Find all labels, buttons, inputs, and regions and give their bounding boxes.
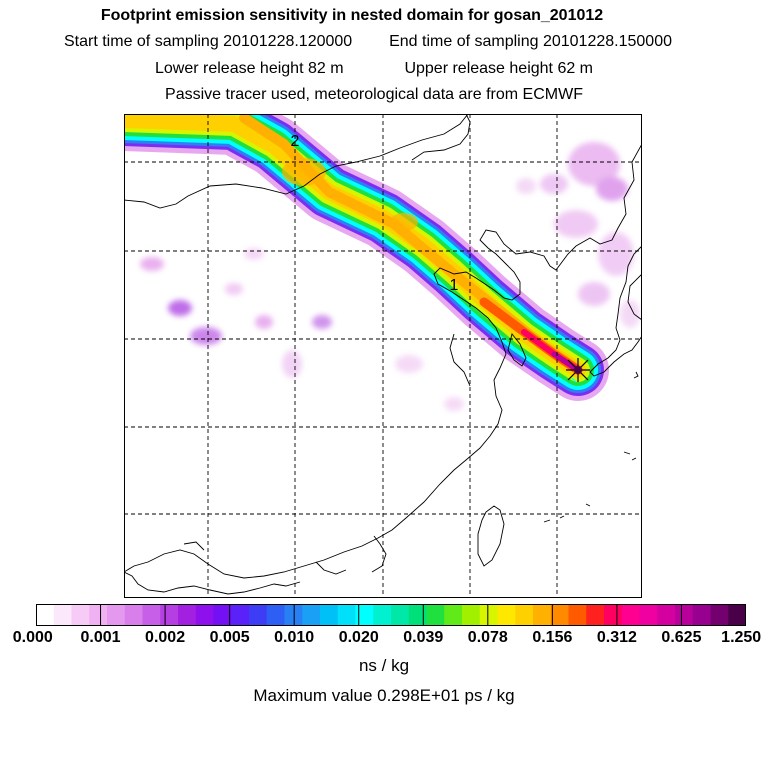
colorbar-segment xyxy=(373,604,392,626)
footprint-plume xyxy=(124,114,609,401)
gridlines xyxy=(124,114,642,598)
colorbar-segment xyxy=(550,604,569,626)
colorbar-segment xyxy=(675,604,694,626)
colorbar-segment xyxy=(657,604,676,626)
upper-height-label: Upper release height 62 m xyxy=(404,60,594,77)
colorbar-segment xyxy=(320,604,339,626)
colorbar-segment xyxy=(160,604,179,626)
colorbar-segment xyxy=(266,604,285,626)
lower-height-label: Lower release height 82 m xyxy=(154,60,344,77)
colorbar-segment xyxy=(337,604,356,626)
start-time-label: Start time of sampling 20101228.120000 xyxy=(64,33,353,50)
figure-title: Footprint emission sensitivity in nested… xyxy=(100,7,604,24)
colorbar-tick-label: 1.250 xyxy=(721,629,762,646)
colorbar-segment xyxy=(36,604,55,626)
colorbar-tick-label: 0.010 xyxy=(274,629,315,646)
colorbar-segment xyxy=(497,604,516,626)
colorbar-tick-label: 0.039 xyxy=(403,629,444,646)
colorbar-segment xyxy=(462,604,481,626)
colorbar-tick-label: 0.156 xyxy=(532,629,573,646)
release-heights: Lower release height 82 m Upper release … xyxy=(0,60,758,78)
colorbar-segment xyxy=(391,604,410,626)
colorbar-segment xyxy=(639,604,658,626)
colorbar-tick-label: 0.312 xyxy=(596,629,637,646)
colorbar-segment xyxy=(53,604,72,626)
colorbar-segment xyxy=(426,604,445,626)
colorbar-segment xyxy=(444,604,463,626)
colorbar-segment xyxy=(302,604,321,626)
colorbar-segment xyxy=(515,604,534,626)
colorbar-segment xyxy=(195,604,214,626)
colorbar-segment xyxy=(621,604,640,626)
colorbar-tick-label: 0.002 xyxy=(145,629,186,646)
colorbar xyxy=(36,604,746,626)
colorbar-segment xyxy=(107,604,126,626)
colorbar-segment xyxy=(355,604,374,626)
colorbar-frame xyxy=(36,604,746,626)
colorbar-segment xyxy=(692,604,711,626)
colorbar-tick-label: 0.005 xyxy=(209,629,250,646)
colorbar-segment xyxy=(178,604,197,626)
colorbar-tick-label: 0.001 xyxy=(80,629,121,646)
sensitivity-patches xyxy=(140,142,640,411)
colorbar-segment xyxy=(479,604,498,626)
colorbar-segment xyxy=(213,604,232,626)
colorbar-segment xyxy=(710,604,729,626)
colorbar-segment xyxy=(586,604,605,626)
colorbar-segment xyxy=(284,604,303,626)
marker-label-1: 1 xyxy=(450,277,459,294)
end-time-label: End time of sampling 20101228.150000 xyxy=(389,33,672,50)
colorbar-segment xyxy=(728,604,746,626)
footprint-map: 1 2 xyxy=(124,114,642,598)
colorbar-tick-label: 0.020 xyxy=(338,629,379,646)
colorbar-segment xyxy=(568,604,587,626)
colorbar-segment xyxy=(142,604,161,626)
colorbar-segment xyxy=(533,604,552,626)
map-frame xyxy=(124,114,642,598)
receptor-star-icon xyxy=(566,358,590,383)
colorbar-segment xyxy=(249,604,268,626)
colorbar-segment xyxy=(604,604,623,626)
tracer-info: Passive tracer used, meteorological data… xyxy=(165,86,583,103)
colorbar-segment xyxy=(231,604,250,626)
colorbar-tick-label: 0.078 xyxy=(467,629,508,646)
colorbar-units: ns / kg xyxy=(358,656,410,675)
colorbar-segment xyxy=(124,604,143,626)
colorbar-tick-label: 0.000 xyxy=(12,629,53,646)
colorbar-segment xyxy=(89,604,108,626)
colorbar-segment xyxy=(408,604,427,626)
maximum-value: Maximum value 0.298E+01 ps / kg xyxy=(253,686,515,705)
colorbar-segment xyxy=(71,604,90,626)
colorbar-tick-label: 0.625 xyxy=(661,629,702,646)
marker-label-2: 2 xyxy=(291,133,300,150)
sampling-times: Start time of sampling 20101228.120000 E… xyxy=(0,33,752,51)
